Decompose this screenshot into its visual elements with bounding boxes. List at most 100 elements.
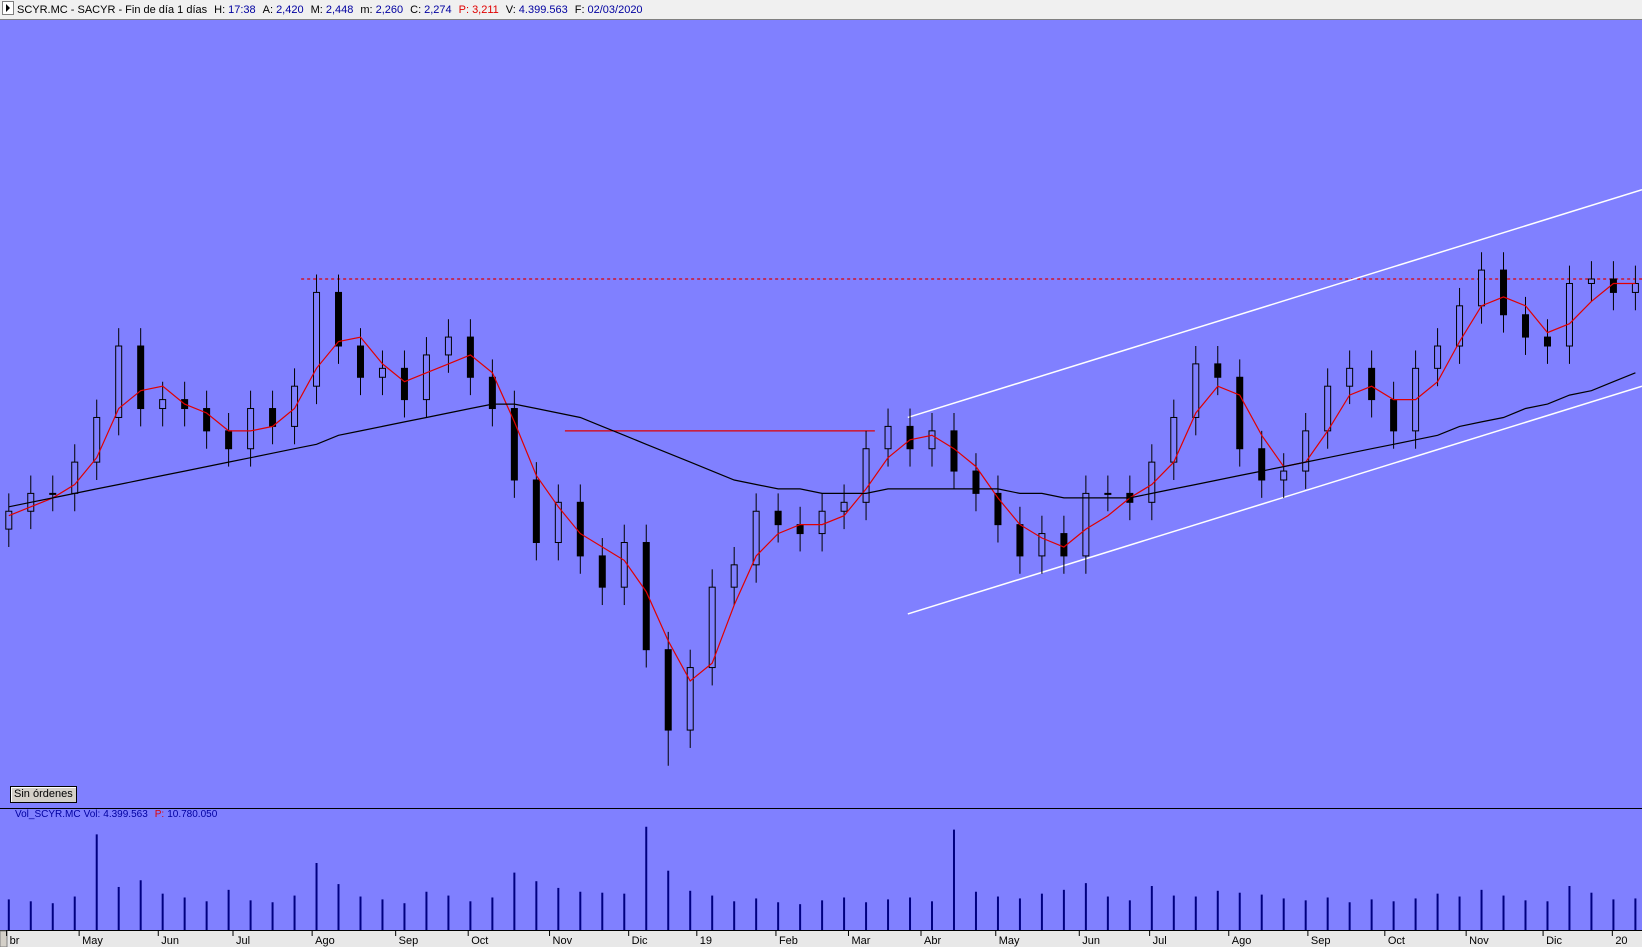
- field-label: H:: [214, 4, 226, 16]
- field-label: P:: [458, 4, 470, 16]
- candle-body: [1631, 282, 1639, 293]
- candle-body: [1346, 367, 1354, 387]
- candle-body: [1456, 305, 1464, 347]
- candle-body: [1302, 430, 1310, 472]
- candle-body: [598, 555, 606, 588]
- candle-body: [1280, 470, 1288, 481]
- field-value: 02/03/2020: [587, 4, 643, 16]
- candle-body: [708, 586, 716, 669]
- candle-body: [203, 408, 211, 432]
- candle-body: [510, 408, 518, 481]
- candle-body: [928, 430, 936, 450]
- candle-body: [554, 501, 562, 544]
- header-bar: SCYR.MC - SACYR - Fin de día 1 días H: 17:…: [0, 0, 1642, 20]
- candle-body: [49, 492, 57, 495]
- candle-body: [247, 408, 255, 450]
- candle-body: [818, 510, 826, 535]
- candle-body: [335, 291, 343, 347]
- x-tick-label: br: [10, 935, 20, 947]
- field-label: V:: [505, 4, 516, 16]
- menu-icon[interactable]: [2, 1, 14, 15]
- candle-body: [1478, 269, 1486, 307]
- x-axis-strip: [0, 930, 1642, 947]
- candle-body: [1587, 278, 1595, 284]
- x-tick-label: May: [82, 935, 103, 947]
- x-tick-label: Sep: [399, 935, 419, 947]
- volume-field-label: P:: [154, 809, 165, 820]
- instrument-name: SCYR.MC - SACYR - Fin de día 1 días: [17, 4, 208, 16]
- field-value: 4.399.563: [518, 4, 568, 16]
- moving-average: [8, 282, 1636, 682]
- x-tick-label: Jun: [1082, 935, 1100, 947]
- x-tick-label: Jul: [236, 935, 250, 947]
- x-tick-label: Dic: [632, 935, 648, 947]
- moving-average: [8, 372, 1636, 508]
- candle-body: [994, 492, 1002, 526]
- field-value: 3,211: [472, 4, 499, 16]
- candle-body: [1082, 492, 1090, 557]
- candle-body: [1214, 363, 1222, 378]
- field-value: 2,260: [375, 4, 404, 16]
- candle-body: [774, 510, 782, 526]
- x-tick-label: Dic: [1546, 935, 1562, 947]
- candle-body: [378, 367, 386, 378]
- candle-body: [752, 510, 760, 566]
- candle-body: [400, 367, 408, 401]
- candle-body: [1236, 376, 1244, 450]
- candle-body: [1104, 492, 1112, 495]
- trend-line: [907, 188, 1642, 419]
- volume-field-value: 10.780.050: [167, 809, 218, 820]
- candle-body: [291, 385, 299, 427]
- candle-body: [1565, 282, 1573, 347]
- candle-body: [71, 461, 79, 494]
- orders-button[interactable]: Sin órdenes: [10, 786, 77, 803]
- candle-body: [972, 470, 980, 494]
- candle-body: [93, 416, 101, 463]
- candle-body: [730, 564, 738, 588]
- candle-body: [444, 336, 452, 356]
- candle-body: [642, 542, 650, 651]
- x-tick-label: 20: [1615, 935, 1627, 947]
- candle-body: [1324, 385, 1332, 432]
- candle-body: [269, 408, 277, 427]
- candle-body: [1521, 314, 1529, 338]
- field-label: M:: [310, 4, 323, 16]
- trend-line: [907, 385, 1642, 615]
- x-tick-label: Oct: [471, 935, 488, 947]
- candle-body: [840, 501, 848, 512]
- candle-body: [1390, 399, 1398, 432]
- candle-body: [1258, 448, 1266, 481]
- x-tick-label: Oct: [1388, 935, 1405, 947]
- x-tick-label: Nov: [1469, 935, 1489, 947]
- candle-body: [137, 345, 145, 410]
- panel-separator: [0, 808, 1642, 809]
- field-value: 2,274: [424, 4, 452, 16]
- x-tick-label: Nov: [553, 935, 573, 947]
- candle-body: [1016, 524, 1024, 557]
- candle-body: [1368, 367, 1376, 401]
- field-label: F:: [574, 4, 585, 16]
- candle-body: [862, 448, 870, 503]
- candle-body: [1170, 416, 1178, 463]
- candle-body: [664, 649, 672, 731]
- candle-body: [620, 542, 628, 588]
- x-tick-label: Ago: [315, 935, 335, 947]
- x-tick-label: Jun: [161, 935, 179, 947]
- candle-body: [1543, 336, 1551, 347]
- volume-field-label: Vol:: [83, 809, 101, 820]
- field-value: 17:38: [228, 4, 256, 16]
- candle-body: [884, 425, 892, 450]
- x-tick-label: Jul: [1153, 935, 1167, 947]
- x-tick-label: Feb: [779, 935, 798, 947]
- x-tick-label: 19: [700, 935, 712, 947]
- candle-body: [1038, 533, 1046, 557]
- x-axis-line: [0, 930, 1642, 931]
- candle-body: [159, 399, 167, 410]
- candle-body: [1500, 269, 1508, 316]
- candle-body: [356, 345, 364, 378]
- scroll-button[interactable]: [0, 930, 8, 947]
- volume-name: Vol_SCYR.MC: [15, 809, 81, 820]
- field-label: m:: [360, 4, 373, 16]
- candle-body: [225, 430, 233, 450]
